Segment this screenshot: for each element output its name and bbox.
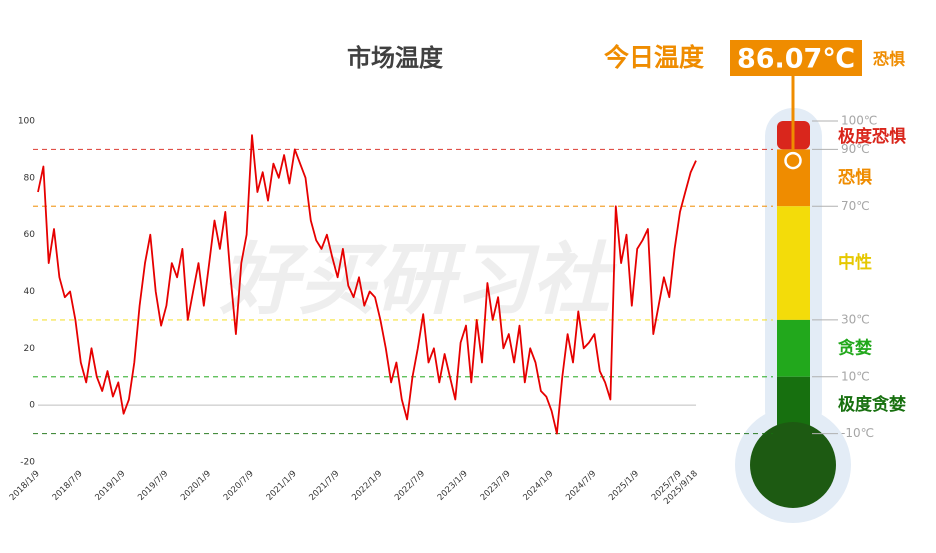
chart-title: 市场温度 <box>347 44 444 72</box>
thermo-band <box>777 206 810 320</box>
band-label: 极度恐惧 <box>838 126 906 147</box>
y-tick-label: 0 <box>29 401 35 411</box>
series-line <box>37 134 697 435</box>
band-label: 恐惧 <box>838 168 872 188</box>
watermark: 好买研习社 <box>219 235 617 325</box>
y-tick-label: 40 <box>24 287 36 297</box>
thermo-tick-label: 100℃ <box>841 114 877 128</box>
current-value: 86.07℃ <box>737 44 855 75</box>
thermo-tick-label: 70℃ <box>841 199 870 213</box>
current-box <box>730 40 862 76</box>
thermo-band <box>777 319 810 377</box>
band-label: 极度贪婪 <box>838 394 906 415</box>
thermo-tick-label: 10℃ <box>841 369 870 383</box>
y-tick-label: 60 <box>24 230 36 240</box>
thermo-bulb <box>750 422 836 508</box>
thermo-tick-label: -10℃ <box>841 426 874 440</box>
band-label: 中性 <box>838 252 872 273</box>
y-tick-label: 100 <box>18 117 35 127</box>
current-marker <box>784 151 802 170</box>
thermo-tick-label: 90℃ <box>841 142 870 156</box>
y-tick-label: 20 <box>24 344 36 354</box>
y-tick-label: -20 <box>20 458 35 468</box>
thermo-band <box>777 149 810 207</box>
current-status: 恐惧 <box>873 50 905 69</box>
band-label: 贪婪 <box>837 337 872 358</box>
y-tick-label: 80 <box>24 173 36 183</box>
current-label: 今日温度 <box>604 43 704 72</box>
thermo-tick-label: 30℃ <box>841 312 870 326</box>
